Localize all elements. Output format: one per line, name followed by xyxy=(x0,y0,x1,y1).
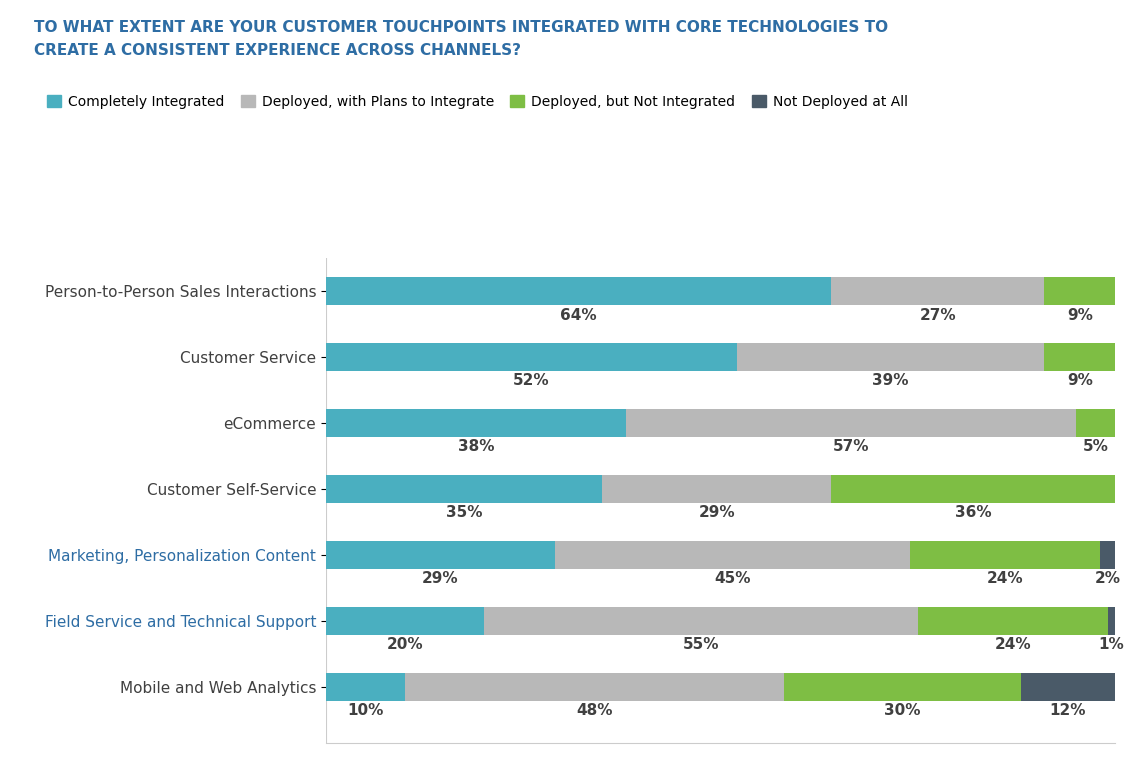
Text: 45%: 45% xyxy=(714,572,750,586)
Text: 20%: 20% xyxy=(387,637,423,652)
Bar xyxy=(1044,343,1115,371)
Bar xyxy=(555,541,911,569)
Bar xyxy=(326,673,405,701)
Text: 12%: 12% xyxy=(1050,703,1087,719)
Text: 38%: 38% xyxy=(458,439,494,454)
Text: 29%: 29% xyxy=(422,572,459,586)
Bar xyxy=(326,343,737,371)
Text: 9%: 9% xyxy=(1067,374,1093,389)
Bar xyxy=(737,343,1044,371)
Bar xyxy=(326,277,832,305)
Text: CREATE A CONSISTENT EXPERIENCE ACROSS CHANNELS?: CREATE A CONSISTENT EXPERIENCE ACROSS CH… xyxy=(34,43,522,58)
Bar xyxy=(911,541,1099,569)
Text: TO WHAT EXTENT ARE YOUR CUSTOMER TOUCHPOINTS INTEGRATED WITH CORE TECHNOLOGIES T: TO WHAT EXTENT ARE YOUR CUSTOMER TOUCHPO… xyxy=(34,20,889,34)
Text: 24%: 24% xyxy=(994,637,1031,652)
Text: 2%: 2% xyxy=(1095,572,1120,586)
Bar xyxy=(484,607,917,635)
Bar xyxy=(832,475,1115,503)
Text: 64%: 64% xyxy=(561,307,597,322)
Text: 9%: 9% xyxy=(1067,307,1093,322)
Bar xyxy=(626,409,1075,437)
Text: 36%: 36% xyxy=(955,505,992,521)
Bar xyxy=(832,277,1044,305)
Text: 39%: 39% xyxy=(872,374,908,389)
Text: 1%: 1% xyxy=(1098,637,1125,652)
Text: 24%: 24% xyxy=(986,572,1023,586)
Text: 5%: 5% xyxy=(1082,439,1109,454)
Bar xyxy=(784,673,1020,701)
Legend: Completely Integrated, Deployed, with Plans to Integrate, Deployed, but Not Inte: Completely Integrated, Deployed, with Pl… xyxy=(41,89,913,114)
Bar xyxy=(326,409,626,437)
Bar xyxy=(917,607,1107,635)
Text: 27%: 27% xyxy=(920,307,956,322)
Text: 29%: 29% xyxy=(699,505,736,521)
Bar xyxy=(1044,277,1115,305)
Text: 52%: 52% xyxy=(513,374,549,389)
Text: 35%: 35% xyxy=(446,505,483,521)
Bar xyxy=(326,541,555,569)
Text: 10%: 10% xyxy=(348,703,383,719)
Text: 48%: 48% xyxy=(577,703,613,719)
Text: 30%: 30% xyxy=(884,703,921,719)
Bar xyxy=(326,607,484,635)
Bar xyxy=(405,673,784,701)
Bar xyxy=(1020,673,1115,701)
Text: 55%: 55% xyxy=(683,637,720,652)
Bar xyxy=(1107,607,1115,635)
Text: 57%: 57% xyxy=(833,439,869,454)
Bar xyxy=(1075,409,1115,437)
Bar xyxy=(602,475,832,503)
Bar xyxy=(1099,541,1115,569)
Bar xyxy=(326,475,602,503)
